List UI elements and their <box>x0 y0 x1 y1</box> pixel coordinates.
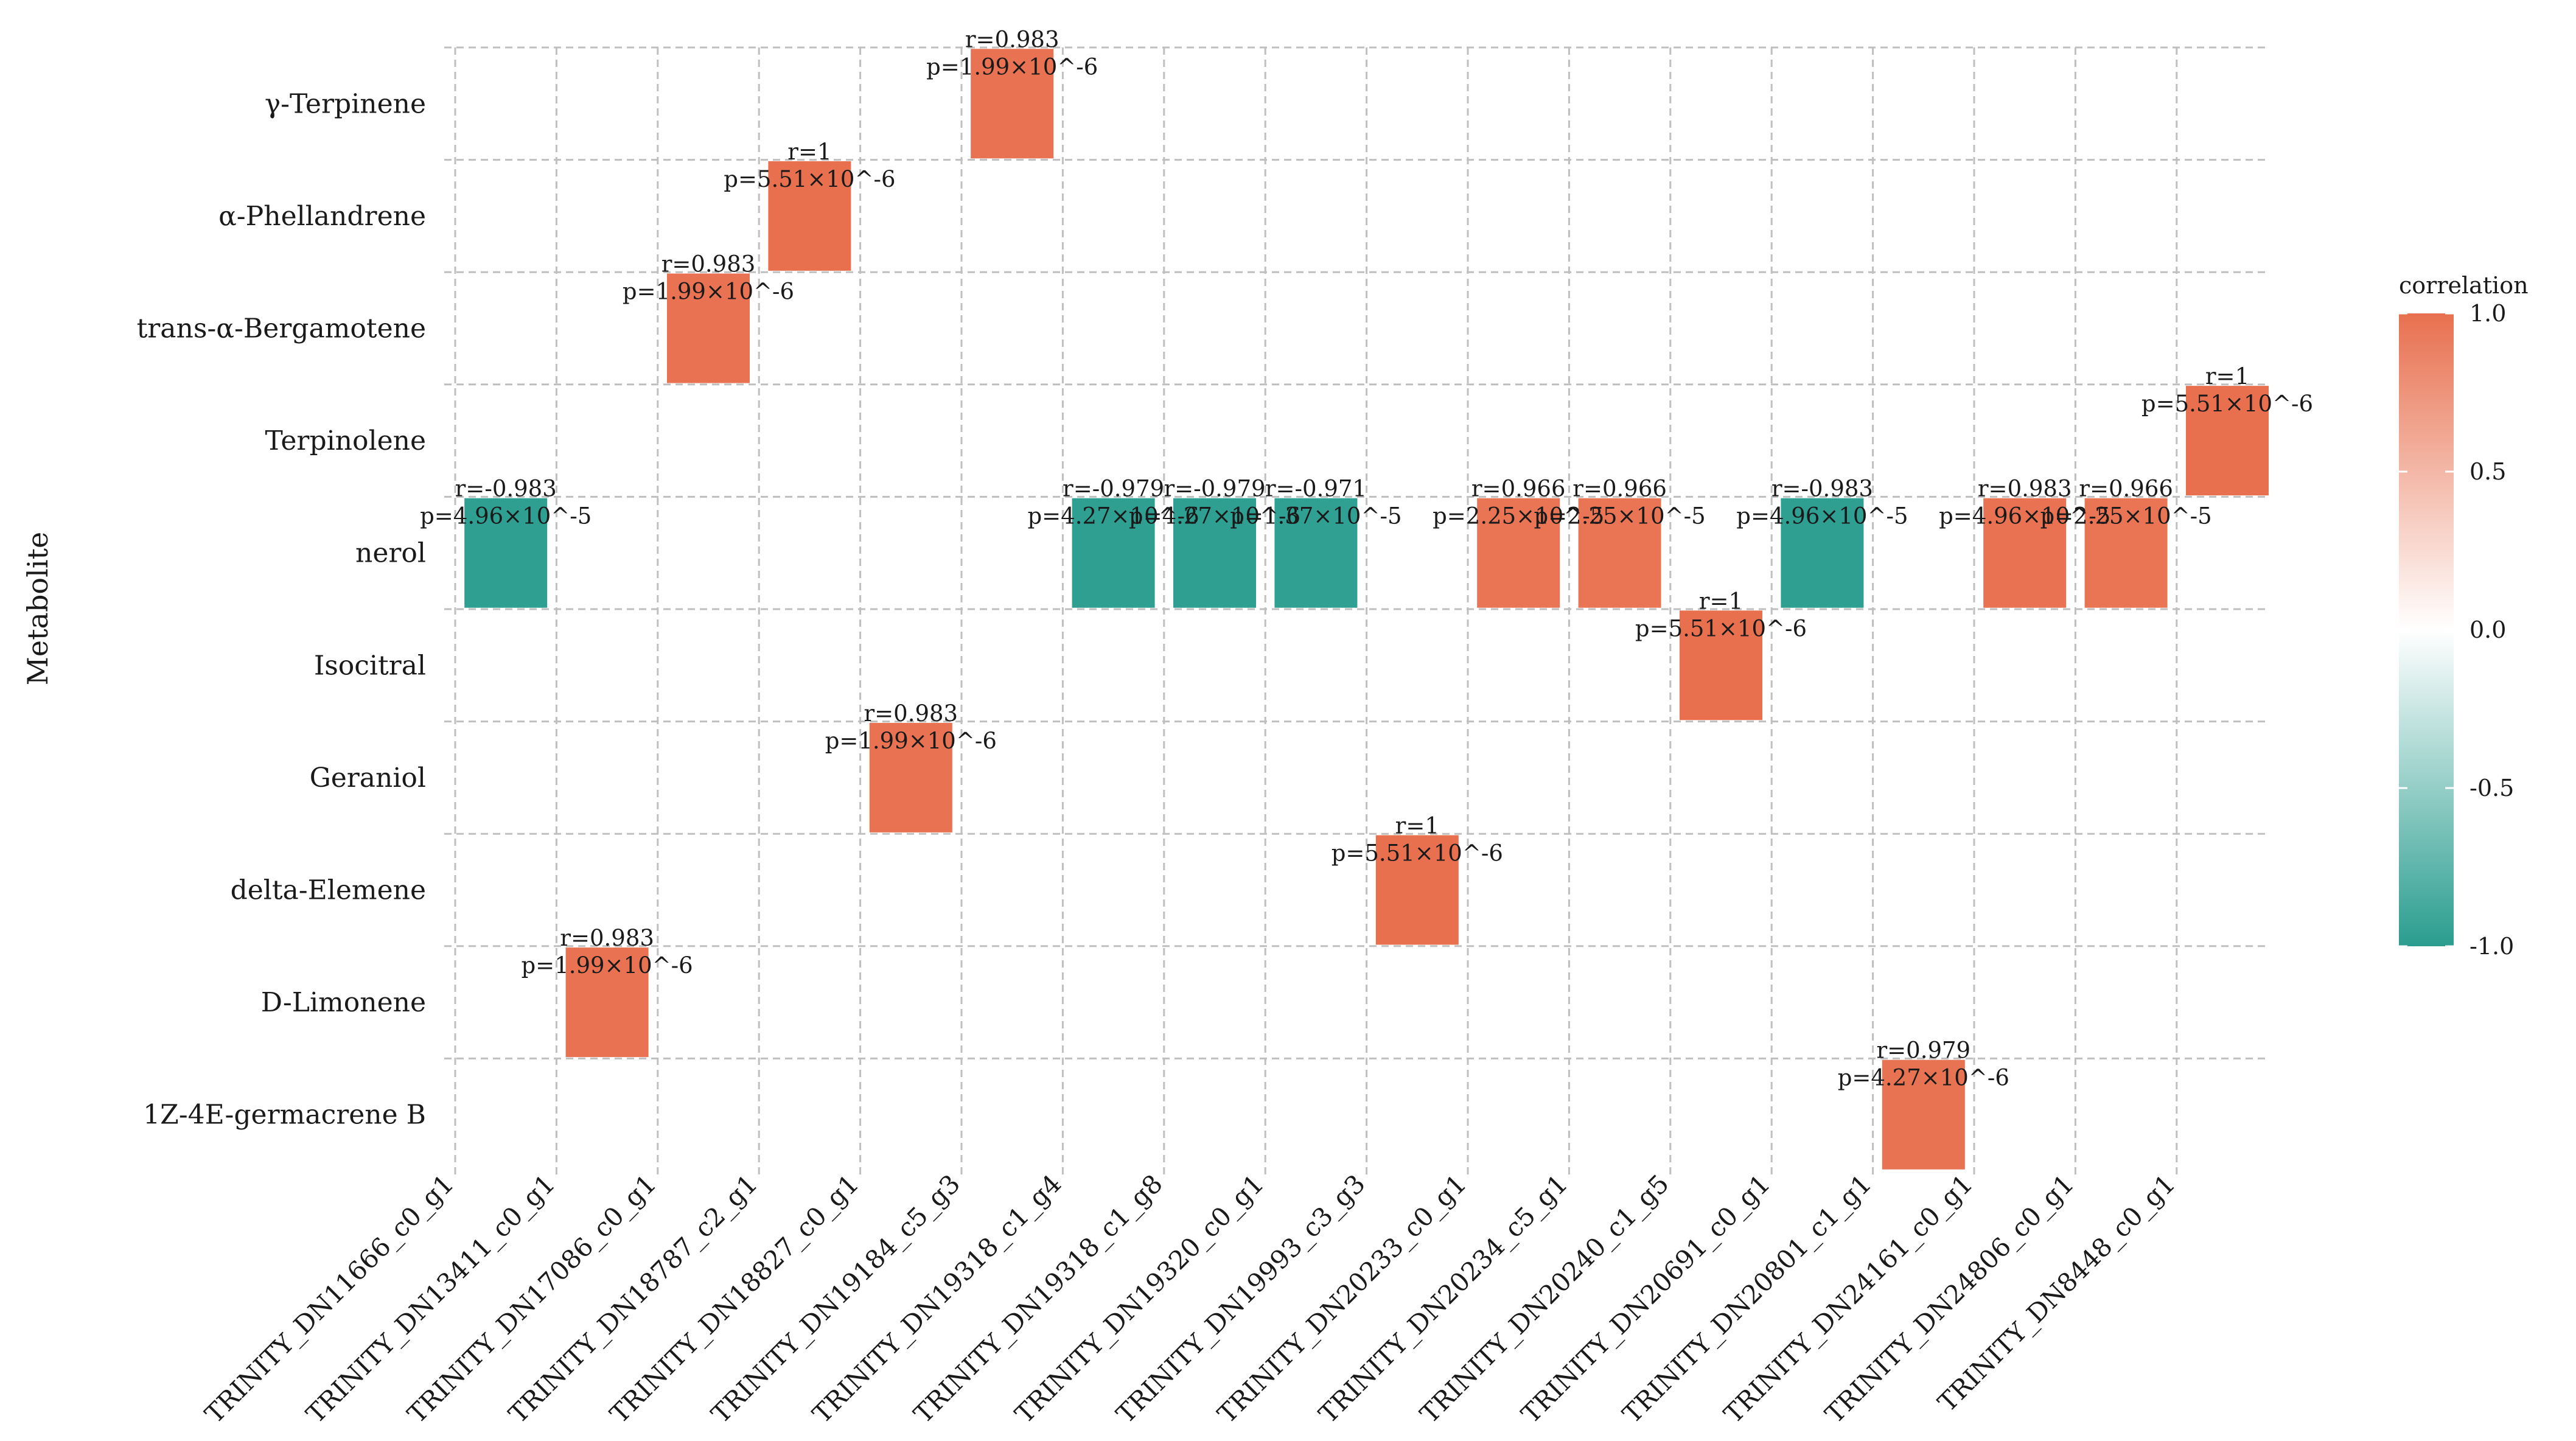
cell-p-label: p=5.51×10^-6 <box>724 166 895 192</box>
cell-p-label: p=1.99×10^-6 <box>521 952 693 979</box>
cell-r-label: r=0.983 <box>560 925 654 951</box>
heatmap-cell <box>464 498 548 608</box>
heatmap-cell <box>1882 1059 1965 1170</box>
heatmap-cell <box>768 161 851 271</box>
y-tick-label: γ-Terpinene <box>265 88 426 119</box>
legend-tick-label: -1.0 <box>2470 933 2514 960</box>
grid-lines <box>444 46 2266 1178</box>
y-tick-label: 1Z-4E-germacrene B <box>143 1100 426 1131</box>
cell-p-label: p=4.27×10^-6 <box>1129 503 1300 529</box>
colorbar <box>2399 313 2454 946</box>
heatmap-cell <box>1781 498 1864 608</box>
heatmap-cell <box>1477 498 1560 608</box>
y-tick-label: Terpinolene <box>265 425 426 456</box>
legend-tick-label: 1.0 <box>2470 300 2506 327</box>
cell-p-label: p=1.99×10^-6 <box>926 54 1098 80</box>
cell-p-label: p=4.96×10^-5 <box>1736 503 1908 529</box>
cell-r-label: r=-0.983 <box>1771 476 1873 502</box>
heatmap-cell <box>2084 498 2168 608</box>
y-tick-label: nerol <box>355 538 426 569</box>
cell-r-label: r=0.979 <box>1876 1038 1970 1064</box>
legend-tick-label: 0.5 <box>2470 458 2506 485</box>
legend-title: correlation <box>2399 272 2529 299</box>
legend-tick-label: -0.5 <box>2470 775 2514 801</box>
heatmap-cell <box>1680 610 1762 720</box>
cell-r-label: r=0.966 <box>2079 476 2173 502</box>
cell-r-label: r=0.966 <box>1572 476 1667 502</box>
cell-r-label: r=0.983 <box>1978 476 2072 502</box>
cell-r-label: r=-0.979 <box>1164 476 1265 502</box>
colorbar-legend: correlation 1.0 0.5 0.0 -0.5 -1.0 <box>2399 272 2529 960</box>
cell-r-label: r=0.983 <box>661 251 756 277</box>
y-tick-label: Isocitral <box>314 650 426 681</box>
y-axis-title: Metabolite <box>21 532 54 686</box>
y-tick-label: α-Phellandrene <box>218 201 426 232</box>
y-tick-label: delta-Elemene <box>231 875 426 906</box>
cell-r-label: r=0.983 <box>965 26 1059 52</box>
heatmap-cell <box>869 722 952 832</box>
heatmap-cells <box>464 49 2269 1170</box>
legend-tick-label: 0.0 <box>2470 616 2506 643</box>
y-tick-label: D-Limonene <box>261 987 426 1018</box>
heatmap-cell <box>1983 498 2067 608</box>
heatmap-cell <box>1578 498 1661 608</box>
cell-p-label: p=5.51×10^-6 <box>1332 840 1503 867</box>
cell-r-label: r=1 <box>1395 813 1439 839</box>
heatmap-cell <box>1375 835 1459 945</box>
cell-r-label: r=-0.983 <box>455 476 557 502</box>
cell-p-label: p=2.25×10^-5 <box>2040 503 2211 529</box>
y-tick-labels: γ-Terpinene α-Phellandrene trans-α-Bergamo… <box>137 88 426 1130</box>
cell-r-label: r=-0.971 <box>1265 476 1367 502</box>
cell-r-label: r=1 <box>1699 588 1743 614</box>
cell-p-label: p=1.99×10^-6 <box>623 279 794 305</box>
cell-p-label: p=2.25×10^-5 <box>1433 503 1604 529</box>
cell-r-label: r=0.966 <box>1471 476 1566 502</box>
cell-p-label: p=5.51×10^-6 <box>1635 615 1807 641</box>
cell-p-label: p=5.51×10^-6 <box>2141 391 2313 417</box>
cell-p-label: p=1.99×10^-6 <box>825 728 997 754</box>
y-tick-label: trans-α-Bergamotene <box>137 313 426 344</box>
heatmap-cell <box>1173 498 1256 608</box>
heatmap-cell <box>1274 498 1358 608</box>
cell-p-label: p=1.37×10^-5 <box>1230 503 1401 529</box>
heatmap-cell <box>2186 386 2269 496</box>
heatmap-cell <box>1072 498 1155 608</box>
heatmap-cell <box>667 273 750 383</box>
cell-r-label: r=1 <box>2205 363 2249 389</box>
heatmap-cell <box>971 49 1054 159</box>
cell-p-label: p=4.96×10^-5 <box>1939 503 2110 529</box>
y-tick-label: Geraniol <box>310 762 426 794</box>
cell-r-label: r=1 <box>787 139 831 165</box>
cell-r-label: r=-0.979 <box>1063 476 1164 502</box>
cell-p-label: p=4.27×10^-6 <box>1838 1065 2009 1091</box>
cell-p-label: p=4.27×10^-6 <box>1027 503 1199 529</box>
x-tick-labels: TRINITY_DN11666_c0_g1TRINITY_DN13411_c0_… <box>199 1168 2181 1429</box>
cell-p-label: p=2.25×10^-5 <box>1534 503 1705 529</box>
cell-p-label: p=4.96×10^-5 <box>420 503 592 529</box>
heatmap-cell <box>565 947 649 1058</box>
cell-labels: r=0.983p=1.99×10^-6r=1p=5.51×10^-6r=0.98… <box>420 26 2313 1090</box>
cell-r-label: r=0.983 <box>864 700 958 727</box>
